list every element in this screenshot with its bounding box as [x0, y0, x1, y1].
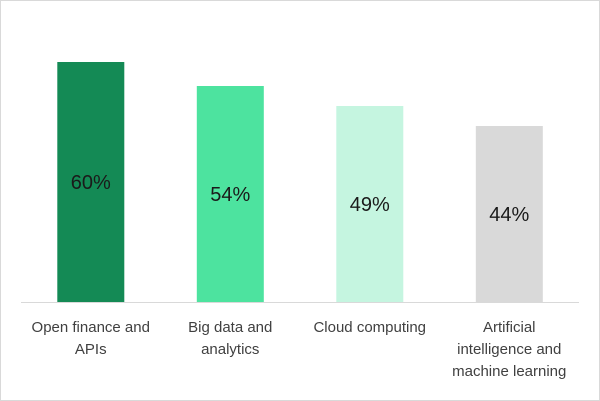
bar-0	[57, 62, 125, 302]
category-label-3: Artificial intelligence and machine learni…	[452, 319, 566, 380]
category-label-line: machine learning	[452, 363, 566, 380]
category-label-2: Cloud computing	[313, 319, 426, 336]
category-label-line: Artificial	[483, 319, 536, 336]
category-label-1: Big data and analytics	[188, 319, 272, 358]
category-label-line: Open finance and	[32, 319, 150, 336]
data-label-0: 60%	[71, 172, 111, 194]
data-label-3: 44%	[489, 204, 529, 226]
data-label-2: 49%	[350, 194, 390, 216]
data-label-1: 54%	[210, 184, 250, 206]
bar-1	[196, 86, 264, 302]
category-label-line: Big data and	[188, 319, 272, 336]
bar-2	[336, 106, 404, 302]
category-label-0: Open finance and APIs	[32, 319, 150, 358]
bar-3	[475, 126, 543, 302]
category-label-line: intelligence and	[457, 341, 561, 358]
category-label-line: APIs	[75, 341, 107, 358]
category-label-line: analytics	[201, 341, 259, 358]
category-label-line: Cloud computing	[313, 319, 426, 336]
